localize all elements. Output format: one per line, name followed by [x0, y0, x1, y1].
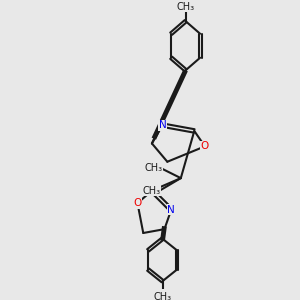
Text: N: N [167, 205, 175, 215]
Text: CH₃: CH₃ [145, 164, 163, 173]
Text: CH₃: CH₃ [154, 292, 172, 300]
Text: N: N [159, 120, 167, 130]
Text: O: O [134, 198, 142, 208]
Text: O: O [201, 141, 209, 151]
Text: CH₃: CH₃ [177, 2, 195, 12]
Text: CH₃: CH₃ [143, 186, 161, 196]
